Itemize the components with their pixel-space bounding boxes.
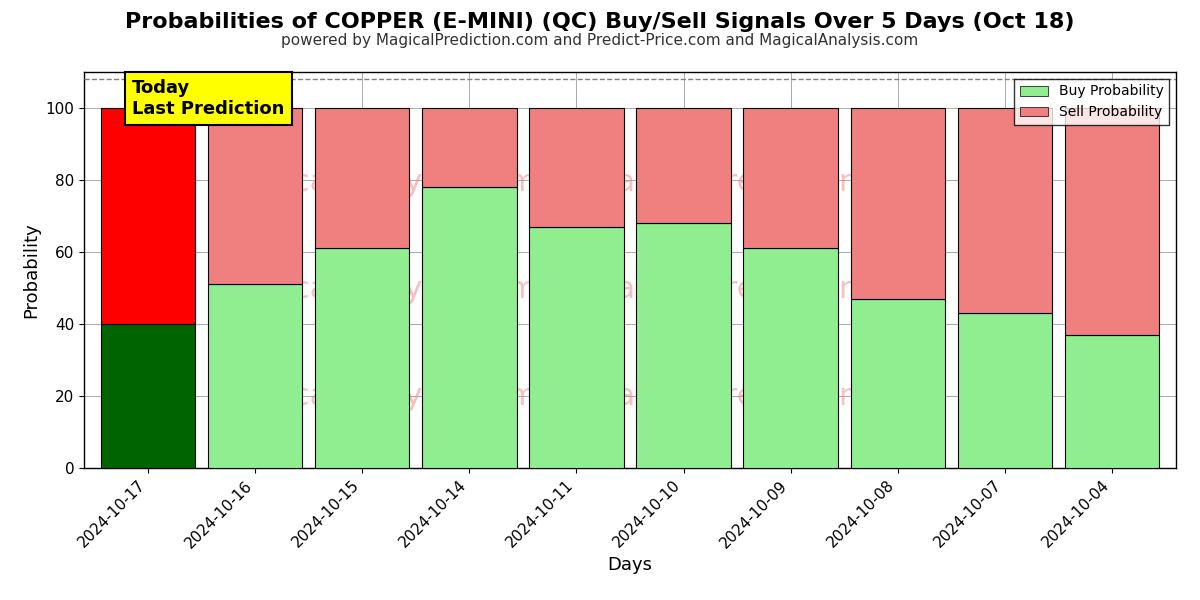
Bar: [208, 108, 302, 284]
Text: MagicalAnalysis.com: MagicalAnalysis.com: [221, 382, 538, 411]
Bar: [958, 108, 1052, 313]
Bar: [1064, 108, 1159, 335]
Bar: [851, 108, 944, 299]
Text: powered by MagicalPrediction.com and Predict-Price.com and MagicalAnalysis.com: powered by MagicalPrediction.com and Pre…: [281, 33, 919, 48]
Bar: [529, 108, 624, 227]
Bar: [101, 108, 196, 324]
Bar: [101, 324, 196, 468]
Bar: [1064, 335, 1159, 468]
Text: Probabilities of COPPER (E-MINI) (QC) Buy/Sell Signals Over 5 Days (Oct 18): Probabilities of COPPER (E-MINI) (QC) Bu…: [125, 12, 1075, 32]
Text: Today
Last Prediction: Today Last Prediction: [132, 79, 284, 118]
Bar: [208, 284, 302, 468]
X-axis label: Days: Days: [607, 556, 653, 574]
Bar: [422, 108, 516, 187]
Text: MagicalPrediction.com: MagicalPrediction.com: [589, 275, 932, 304]
Bar: [316, 248, 409, 468]
Bar: [636, 108, 731, 223]
Bar: [636, 223, 731, 468]
Text: MagicalPrediction.com: MagicalPrediction.com: [589, 382, 932, 411]
Bar: [422, 187, 516, 468]
Bar: [958, 313, 1052, 468]
Text: MagicalPrediction.com: MagicalPrediction.com: [589, 169, 932, 197]
Bar: [744, 108, 838, 248]
Y-axis label: Probability: Probability: [22, 222, 40, 318]
Text: MagicalAnalysis.com: MagicalAnalysis.com: [221, 275, 538, 304]
Text: MagicalAnalysis.com: MagicalAnalysis.com: [221, 169, 538, 197]
Bar: [529, 227, 624, 468]
Bar: [316, 108, 409, 248]
Legend: Buy Probability, Sell Probability: Buy Probability, Sell Probability: [1014, 79, 1169, 125]
Bar: [851, 299, 944, 468]
Bar: [744, 248, 838, 468]
